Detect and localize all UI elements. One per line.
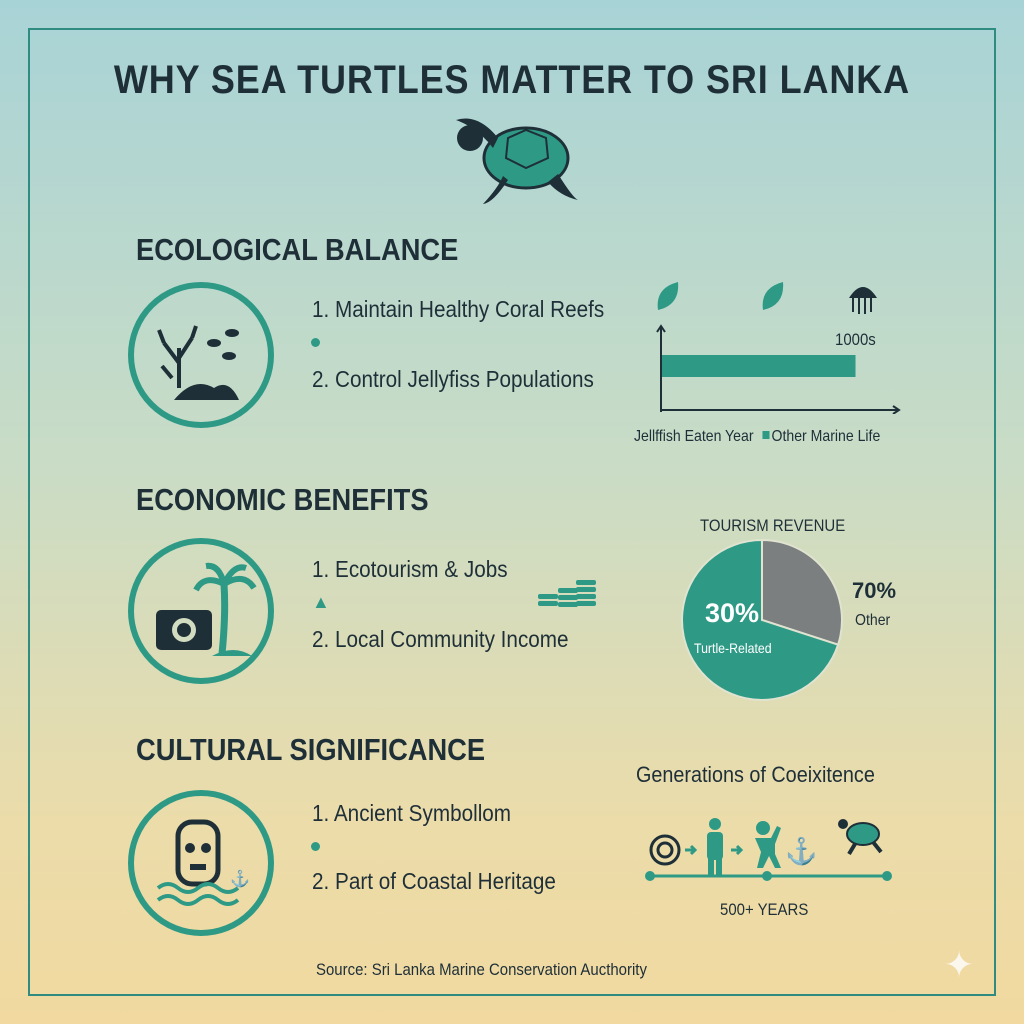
timeline-graphic: ⚓ (645, 818, 892, 881)
economic-item-1: 1. Ecotourism & Jobs (312, 556, 508, 582)
ecological-heading: ECOLOGICAL BALANCE (136, 232, 459, 267)
arrow-up-icon: ▲ (312, 592, 330, 612)
chart-legend: Jellffish Eaten Year Other Marine Life (634, 428, 880, 446)
ecological-item-2: 2. Control Jellyfiss Populations (312, 366, 594, 392)
pie-other-percent: 70% (852, 578, 897, 603)
pie-title: TOURISM REVENUE (700, 516, 846, 535)
small-turtle-icon (838, 819, 883, 856)
bullet-dot (311, 338, 320, 347)
person-icon (707, 818, 723, 876)
jellyfish-icon (849, 287, 877, 314)
legend-swatch (762, 431, 770, 439)
pie-slice-teal (681, 538, 840, 701)
cultural-heading: CULTURAL SIGNIFICANCE (136, 732, 486, 767)
fisherman-icon (755, 821, 781, 868)
leaf-icon (657, 282, 679, 310)
coral-reef-icon-circle (128, 282, 274, 428)
legend-other: Other Marine Life (771, 428, 881, 445)
mask-waves-icon: ⚓ (156, 819, 250, 906)
coral-reef-icon (157, 325, 239, 400)
pie-slice-grey (761, 538, 843, 646)
svg-text:⚓: ⚓ (230, 869, 250, 888)
anchor-icon: ⚓ (785, 836, 817, 866)
heritage-icon-circle: ⚓ (128, 790, 274, 936)
source-note: Source: Sri Lanka Marine Conservation Au… (316, 960, 647, 979)
timeline-label: 500+ YEARS (720, 900, 809, 919)
pie-turtle-label: Turtle-Related (694, 640, 772, 656)
pie-other-label: Other (855, 612, 891, 629)
economic-heading: ECONOMIC BENEFITS (136, 482, 429, 517)
tourism-icon-circle (128, 538, 274, 684)
ecological-item-1: 1. Maintain Healthy Coral Reefs (312, 296, 605, 322)
bullet-dot (311, 842, 320, 851)
spiral-icon (649, 834, 681, 866)
jellyfish-bar-chart (656, 324, 901, 414)
jellyfish-bar (662, 355, 856, 377)
frame-border (28, 28, 996, 996)
cultural-item-1: 1. Ancient Symbollom (312, 800, 512, 826)
legend-jellyfish: Jellffish Eaten Year (634, 428, 754, 445)
sea-turtle-icon (456, 118, 578, 204)
leaf-icon (762, 282, 784, 310)
bar-value-label: 1000s (835, 330, 876, 349)
sparkle-icon: ✦ (944, 944, 975, 985)
tourism-pie-chart (681, 538, 843, 701)
economic-item-2: 2. Local Community Income (312, 626, 569, 652)
coins-icon (538, 580, 596, 607)
page-title: WHY SEA TURTLES MATTER TO SRI LANKA (113, 58, 911, 102)
timeline-title: Generations of Coeixitence (636, 762, 875, 787)
pie-turtle-percent: 30% (705, 598, 760, 628)
camera-palm-icon (156, 562, 257, 656)
cultural-item-2: 2. Part of Coastal Heritage (312, 868, 556, 894)
